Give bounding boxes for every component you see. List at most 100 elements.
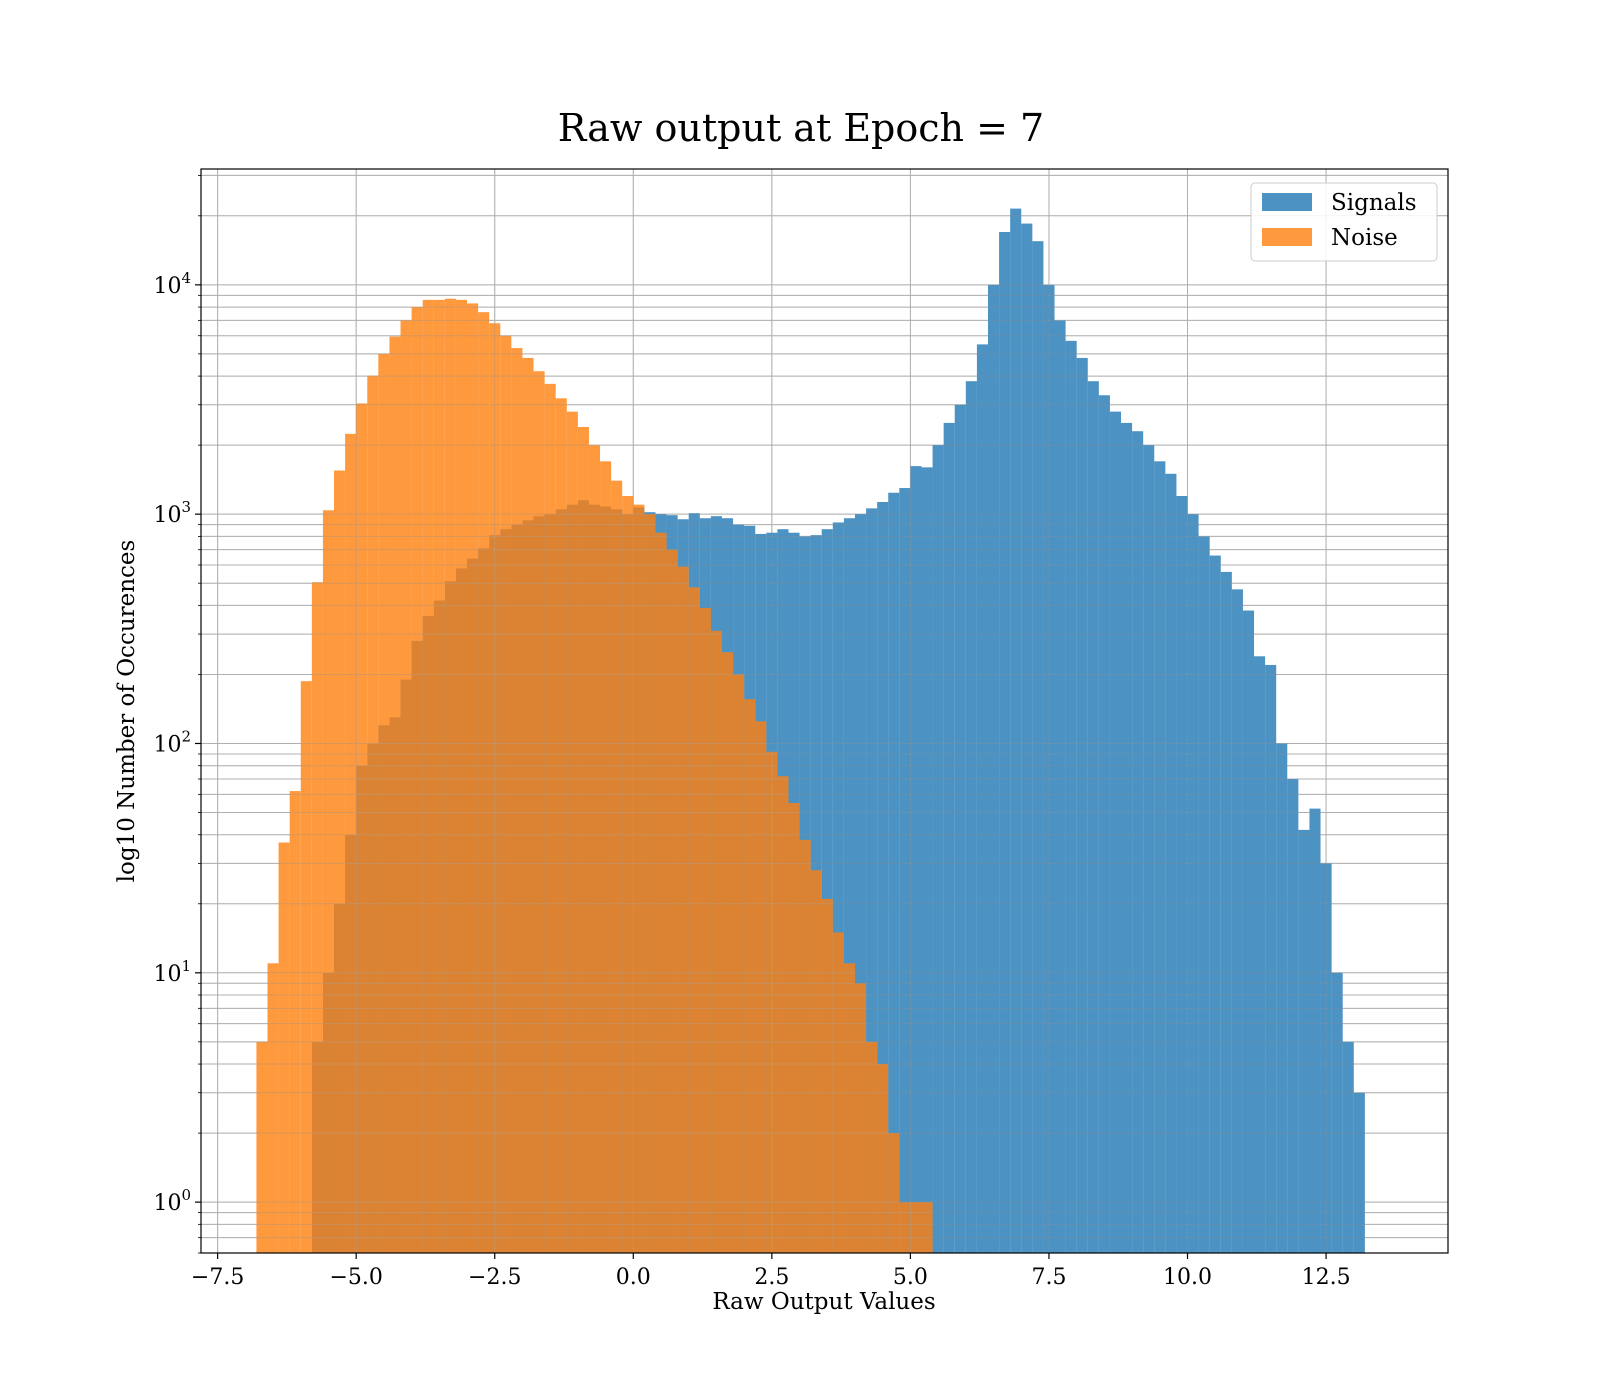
noise-bar (655, 532, 667, 1253)
legend-label-signals: Signals (1331, 190, 1417, 216)
signals-bar (1032, 241, 1044, 1253)
signals-bar (866, 508, 878, 1253)
noise-bar (788, 803, 800, 1253)
noise-bar (278, 842, 290, 1253)
signals-bar (1121, 422, 1133, 1253)
noise-bar (334, 470, 346, 1254)
noise-bar (533, 371, 545, 1253)
y-tick-label: 101 (153, 957, 191, 987)
signals-bar (854, 514, 867, 1253)
noise-bar (699, 607, 711, 1253)
signals-bar (1220, 571, 1232, 1253)
signals-bar (1353, 1092, 1365, 1253)
noise-bar (600, 461, 612, 1254)
noise-bar (455, 299, 468, 1253)
noise-bar (733, 674, 745, 1253)
noise-bar (577, 426, 589, 1253)
signals-bar (832, 522, 844, 1253)
noise-bar (888, 1133, 900, 1253)
noise-bar (877, 1064, 889, 1253)
noise-bar (566, 411, 578, 1253)
x-tick-label: 7.5 (1031, 1265, 1066, 1290)
noise-bar (345, 433, 357, 1253)
legend-label-noise: Noise (1331, 225, 1398, 251)
noise-bar (921, 1202, 933, 1253)
noise-bar (378, 353, 390, 1253)
signals-bar (1187, 514, 1199, 1253)
signals-bar (899, 488, 911, 1254)
signals-bar (1331, 972, 1343, 1253)
x-tick-label: 12.5 (1302, 1265, 1351, 1290)
signals-bar (1065, 340, 1077, 1254)
noise-bar (721, 652, 734, 1253)
noise-bar (644, 514, 656, 1253)
signals-bar (1198, 536, 1210, 1253)
noise-bar (633, 504, 645, 1253)
histogram-bars (256, 208, 1365, 1254)
signals-bar (843, 518, 855, 1253)
signals-bar (965, 381, 977, 1253)
grid-lines-overlay (201, 169, 1448, 1254)
signals-bar (1043, 284, 1055, 1253)
legend-swatch-noise (1262, 228, 1312, 246)
noise-bar (422, 299, 434, 1253)
noise-bar (300, 681, 312, 1253)
signals-bar (1298, 829, 1310, 1253)
signals-bar (1087, 381, 1099, 1253)
signals-bar (976, 344, 988, 1253)
x-tick-label: −2.5 (468, 1265, 521, 1290)
signals-bar (1143, 445, 1155, 1253)
signals-bar (1010, 208, 1022, 1254)
plot-frame (200, 168, 1449, 1254)
noise-bar (256, 1041, 268, 1253)
noise-bar (588, 445, 601, 1253)
noise-bar (467, 303, 479, 1254)
y-axis-label: log10 Number of Occurences (114, 540, 140, 883)
noise-bar (356, 403, 368, 1253)
signals-bar (1054, 320, 1066, 1253)
signals-bar (1231, 589, 1243, 1253)
noise-bar (755, 721, 767, 1253)
noise-bar (489, 323, 501, 1253)
signals-bar (932, 445, 944, 1253)
noise-bar (832, 932, 844, 1253)
signals-bar (1021, 223, 1033, 1254)
noise-bar (511, 348, 523, 1254)
x-tick-label: 0.0 (616, 1265, 651, 1290)
noise-bar (311, 582, 323, 1253)
noise-bar (411, 307, 423, 1253)
chart-title: Raw output at Epoch = 7 (558, 106, 1044, 150)
signals-bar (1309, 808, 1321, 1253)
signals-bar (910, 466, 922, 1253)
noise-bar (910, 1202, 922, 1253)
signals-bar (888, 492, 900, 1254)
y-tick-label: 104 (153, 269, 191, 299)
noise-bar (555, 398, 567, 1253)
legend: Signals Noise (1250, 182, 1438, 262)
noise-bar (444, 298, 456, 1253)
signals-bar (1287, 779, 1299, 1253)
signals-bar (921, 467, 933, 1253)
noise-bar (478, 312, 490, 1253)
y-axis-ticks: 100 101 102 103 104 (153, 175, 201, 1254)
y-tick-label: 100 (153, 1186, 191, 1216)
signals-bar (1209, 555, 1221, 1253)
signals-bar (954, 404, 966, 1254)
noise-bar (899, 1202, 911, 1253)
signals-bar (821, 529, 833, 1253)
signals-bar (1265, 664, 1277, 1253)
signals-bar (1242, 610, 1255, 1253)
x-tick-label: −7.5 (191, 1265, 244, 1290)
noise-bar (810, 870, 822, 1253)
noise-bar (611, 480, 623, 1254)
signals-bar (1342, 1041, 1354, 1253)
noise-bar (267, 963, 279, 1253)
noise-bar (766, 751, 778, 1253)
signals-bar (1154, 461, 1166, 1254)
legend-swatch-signals (1262, 193, 1312, 211)
noise-bar (389, 336, 401, 1254)
signals-bar (1076, 357, 1088, 1253)
noise-bar (522, 357, 534, 1253)
signals-bar (1132, 431, 1144, 1253)
